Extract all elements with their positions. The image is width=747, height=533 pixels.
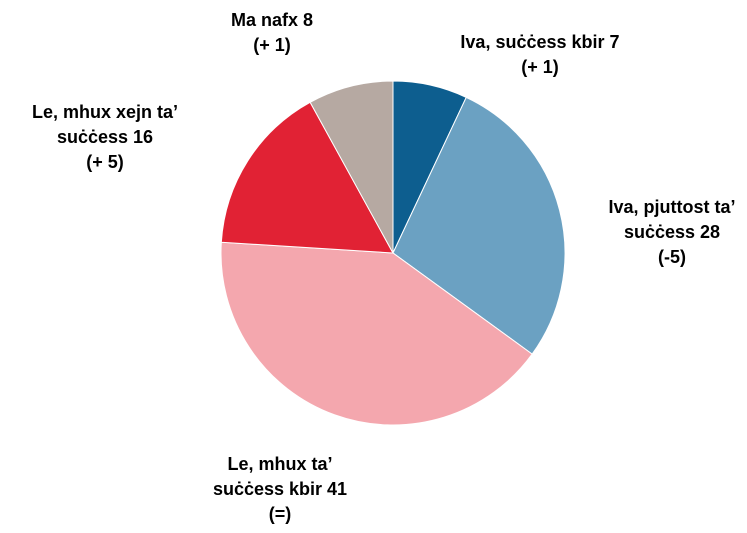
value-label: 28 (700, 222, 721, 242)
slice-label: Le, mhux ta’ suċċess kbir 41 (=) (195, 452, 365, 527)
category-label: Ma nafx (230, 10, 298, 30)
change-label: (-5) (658, 247, 686, 267)
change-label: (+ 1) (253, 35, 291, 55)
pie-slice (220, 241, 533, 426)
change-label: (=) (268, 504, 292, 524)
slice-label: Iva, pjuttost ta’ suċċess 28 (-5) (602, 195, 742, 270)
value-label: 7 (609, 32, 620, 52)
category-label: Le, mhux ta’ suċċess kbir (212, 454, 333, 499)
pie-slice (220, 101, 394, 254)
slice-label: Le, mhux xejn ta’ suċċess 16 (+ 5) (0, 100, 210, 175)
slice-label: Ma nafx 8 (+ 1) (207, 8, 337, 58)
change-label: (+ 5) (86, 152, 124, 172)
category-label: Le, mhux xejn ta’ suċċess (31, 102, 179, 147)
value-label: 16 (133, 127, 154, 147)
value-label: 8 (303, 10, 314, 30)
slice-label: Iva, suċċess kbir 7 (+ 1) (451, 30, 629, 80)
category-label: Iva, pjuttost ta’ suċċess (608, 197, 736, 242)
value-label: 41 (327, 479, 348, 499)
pie-slice (309, 80, 394, 254)
category-label: Iva, suċċess kbir (460, 32, 605, 52)
change-label: (+ 1) (521, 57, 559, 77)
pie-slice (392, 96, 566, 355)
